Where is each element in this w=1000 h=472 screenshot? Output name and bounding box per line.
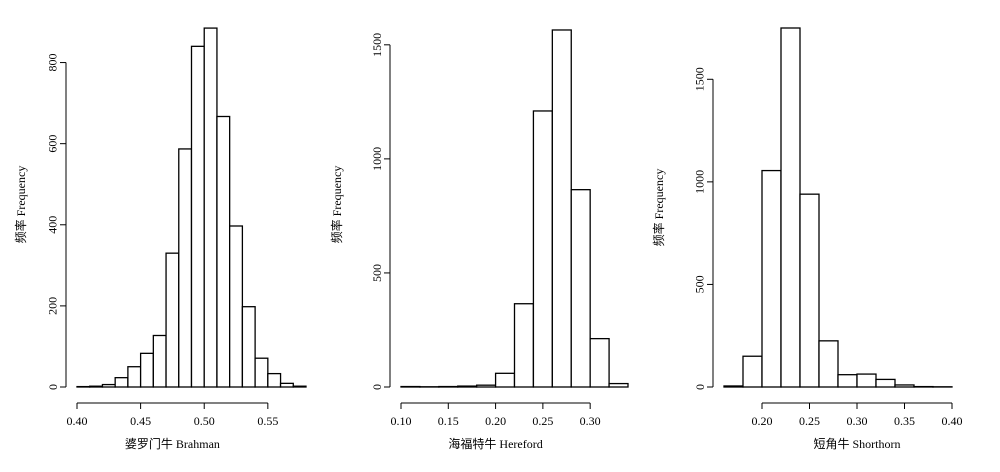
bar bbox=[837, 374, 858, 388]
bar bbox=[894, 384, 915, 388]
y-tick-label: 800 bbox=[46, 54, 60, 72]
x-tick-label: 0.25 bbox=[532, 414, 553, 428]
y-tick-label: 1000 bbox=[693, 170, 707, 194]
bar bbox=[799, 193, 820, 388]
bar bbox=[608, 382, 629, 388]
bar bbox=[190, 45, 205, 388]
x-tick-label: 0.40 bbox=[67, 414, 88, 428]
y-tick-label: 0 bbox=[693, 384, 707, 390]
x-tick-label: 0.25 bbox=[799, 414, 820, 428]
y-tick-label: 1500 bbox=[693, 67, 707, 91]
y-tick-label: 500 bbox=[370, 264, 384, 282]
bar bbox=[267, 372, 282, 388]
y-tick-label: 400 bbox=[46, 216, 60, 234]
bar bbox=[203, 27, 218, 388]
x-tick-label: 0.15 bbox=[438, 414, 459, 428]
y-tick-label: 1000 bbox=[370, 147, 384, 171]
bar bbox=[856, 373, 877, 388]
bar bbox=[178, 148, 193, 388]
bar bbox=[89, 385, 104, 388]
y-tick-label: 200 bbox=[46, 297, 60, 315]
x-axis-title: 婆罗门牛 Brahman bbox=[125, 436, 220, 451]
y-tick-label: 1500 bbox=[370, 33, 384, 57]
x-tick-label: 0.55 bbox=[257, 414, 278, 428]
y-tick-label: 0 bbox=[370, 384, 384, 390]
y-tick-label: 600 bbox=[46, 135, 60, 153]
bar bbox=[229, 225, 244, 388]
bar bbox=[761, 169, 782, 388]
x-tick-label: 0.20 bbox=[752, 414, 773, 428]
bar bbox=[139, 352, 154, 388]
bar bbox=[780, 27, 801, 388]
bar bbox=[818, 340, 839, 388]
y-tick-label: 0 bbox=[46, 384, 60, 390]
x-tick-label: 0.40 bbox=[942, 414, 963, 428]
bar bbox=[114, 377, 129, 388]
bar bbox=[279, 382, 294, 388]
bar bbox=[589, 337, 610, 388]
bar bbox=[513, 303, 535, 388]
x-axis-title: 短角牛 Shorthorn bbox=[813, 436, 900, 451]
bar bbox=[570, 189, 591, 388]
bar bbox=[127, 366, 142, 388]
bar bbox=[101, 383, 116, 388]
bar bbox=[292, 385, 307, 388]
x-tick-label: 0.10 bbox=[391, 414, 412, 428]
bar bbox=[723, 385, 744, 388]
y-axis-title: 频率 Frequency bbox=[651, 169, 666, 247]
x-tick-label: 0.45 bbox=[130, 414, 151, 428]
bar bbox=[254, 357, 269, 388]
bar bbox=[152, 334, 167, 388]
bar bbox=[216, 115, 231, 388]
bar bbox=[532, 110, 553, 388]
bar bbox=[241, 306, 256, 388]
bar bbox=[494, 372, 516, 388]
bar bbox=[742, 355, 763, 388]
y-axis-title: 频率 Frequency bbox=[13, 166, 28, 244]
y-axis-title: 频率 Frequency bbox=[329, 166, 344, 244]
x-axis-title: 海福特牛 Hereford bbox=[448, 436, 542, 451]
bar bbox=[165, 252, 180, 388]
x-tick-label: 0.30 bbox=[847, 414, 868, 428]
bar bbox=[551, 29, 572, 388]
x-tick-label: 0.20 bbox=[485, 414, 506, 428]
bar bbox=[875, 378, 896, 388]
x-tick-label: 0.30 bbox=[580, 414, 601, 428]
x-tick-label: 0.35 bbox=[894, 414, 915, 428]
y-tick-label: 500 bbox=[693, 275, 707, 293]
x-tick-label: 0.50 bbox=[194, 414, 215, 428]
bar bbox=[457, 385, 478, 388]
bar bbox=[476, 384, 497, 388]
